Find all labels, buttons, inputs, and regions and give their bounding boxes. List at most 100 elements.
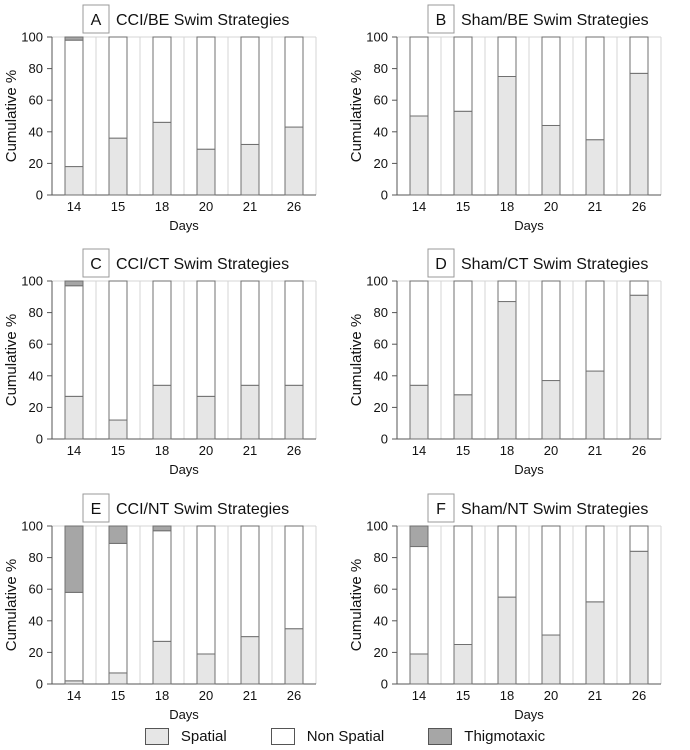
- panel-e-ytick-label-0: 0: [36, 677, 43, 692]
- panel-e-bar-14-non-spatial: [64, 591, 84, 682]
- panel-b: B Sham/BE Swim Strategies 0 20 40 60 80 100 14 15…: [348, 4, 662, 233]
- panel-d-ytick-label-40: 40: [374, 368, 388, 383]
- panel-f-bar-21-non-spatial: [585, 525, 605, 603]
- panel-c-ytick-label-20: 20: [29, 400, 43, 415]
- panel-a-ytick-label-80: 80: [29, 61, 43, 76]
- panel-d-y-label: Cumulative %: [348, 314, 365, 407]
- panel-b-ytick-label-100: 100: [366, 30, 388, 45]
- panel-c-ytick-label-80: 80: [29, 305, 43, 320]
- panel-c-bar-21-non-spatial: [240, 280, 260, 386]
- panel-d-xtick-label-26: 26: [632, 443, 646, 458]
- panel-f-ytick-label-80: 80: [374, 550, 388, 565]
- panel-a-ytick-label-20: 20: [29, 156, 43, 171]
- panel-e-xtick-label-26: 26: [287, 688, 301, 703]
- panel-b-bar-18-non-spatial: [497, 36, 517, 77]
- panel-d-bar-26-non-spatial: [629, 280, 649, 296]
- panel-e-xtick-label-14: 14: [67, 688, 81, 703]
- panel-e-xtick-label-18: 18: [155, 688, 169, 703]
- panel-b-ytick-label-80: 80: [374, 61, 388, 76]
- panel-a-ytick-label-60: 60: [29, 93, 43, 108]
- panel-a-bar-18-spatial: [152, 121, 172, 196]
- panel-a-xtick-label-14: 14: [67, 199, 81, 214]
- panel-e-xtick-label-15: 15: [111, 688, 125, 703]
- legend-label-thigmotaxic: Thigmotaxic: [464, 727, 546, 745]
- panel-c-xtick-label-26: 26: [287, 443, 301, 458]
- panel-a-xtick-label-21: 21: [243, 199, 257, 214]
- panel-b-title: Sham/BE Swim Strategies: [461, 12, 649, 29]
- legend-label-non-spatial: Non Spatial: [306, 727, 385, 745]
- panel-c-bar-14-spatial: [64, 395, 84, 440]
- panel-f-ytick-label-40: 40: [374, 613, 388, 628]
- legend-swatch-thigmotaxic: [428, 727, 453, 745]
- panel-c-bar-15-spatial: [108, 419, 128, 440]
- panel-a-xtick-label-26: 26: [287, 199, 301, 214]
- panel-d-ytick-label-20: 20: [374, 400, 388, 415]
- panel-d-xtick-label-18: 18: [500, 443, 514, 458]
- panel-c-bar-14-non-spatial: [64, 285, 84, 397]
- panel-f-ytick-label-0: 0: [381, 677, 388, 692]
- panel-a-title: CCI/BE Swim Strategies: [116, 12, 289, 29]
- panel-e-ytick-label-40: 40: [29, 613, 43, 628]
- panel-a-bar-14-spatial: [64, 166, 84, 196]
- panel-c-ytick-label-0: 0: [36, 432, 43, 447]
- panel-b-bar-26-non-spatial: [629, 36, 649, 74]
- panel-d-bar-26-spatial: [629, 294, 649, 440]
- legend-item-non-spatial: Non Spatial: [270, 727, 385, 745]
- panel-e-bar-18-non-spatial: [152, 530, 172, 642]
- panel-f-ytick-label-60: 60: [374, 582, 388, 597]
- panel-a-xtick-label-20: 20: [199, 199, 213, 214]
- panel-b-xtick-label-14: 14: [412, 199, 426, 214]
- legend-swatch-non-spatial: [270, 727, 295, 745]
- panel-d-ytick-label-60: 60: [374, 337, 388, 352]
- panel-e-bar-21-non-spatial: [240, 525, 260, 638]
- panel-f-y-label: Cumulative %: [348, 559, 365, 652]
- panel-a-bar-20-spatial: [196, 148, 216, 196]
- panel-a-bar-20-non-spatial: [196, 36, 216, 150]
- panel-f-letter: F: [436, 501, 446, 518]
- panel-e-bar-26-spatial: [284, 628, 304, 685]
- panel-d-bar-20-non-spatial: [541, 280, 561, 382]
- panel-e-bar-14-thigmotaxic: [64, 525, 84, 593]
- panel-a-bar-21-non-spatial: [240, 36, 260, 145]
- panel-b-xtick-label-15: 15: [456, 199, 470, 214]
- panel-c-ytick-label-40: 40: [29, 368, 43, 383]
- panel-a-bar-26-spatial: [284, 126, 304, 196]
- panel-d-letter: D: [435, 256, 447, 273]
- panel-d-bar-18-spatial: [497, 301, 517, 440]
- panel-c-xtick-label-20: 20: [199, 443, 213, 458]
- panel-f-bar-18-non-spatial: [497, 525, 517, 598]
- panel-a-bar-18-non-spatial: [152, 36, 172, 123]
- panel-f-bar-14-non-spatial: [409, 546, 429, 655]
- panel-a-bar-15-spatial: [108, 137, 128, 196]
- panel-b-y-label: Cumulative %: [348, 70, 365, 163]
- panel-c-x-label: Days: [169, 462, 199, 477]
- panel-e-bar-15-thigmotaxic: [108, 525, 128, 544]
- panel-d-letter-box: [427, 248, 455, 278]
- panel-c-xtick-label-18: 18: [155, 443, 169, 458]
- panel-a-bar-14-thigmotaxic: [64, 36, 84, 41]
- panel-f-xtick-label-21: 21: [588, 688, 602, 703]
- panel-f-xtick-label-26: 26: [632, 688, 646, 703]
- panel-d-bar-15-spatial: [453, 394, 473, 440]
- panel-b-bar-21-spatial: [585, 139, 605, 196]
- panel-e-title: CCI/NT Swim Strategies: [116, 501, 289, 518]
- panel-a-letter: A: [91, 12, 102, 29]
- panel-a: A CCI/BE Swim Strategies 0 20 40 60 80 100 14 15 1…: [3, 4, 317, 233]
- panel-f-bar-18-spatial: [497, 596, 517, 685]
- panel-e-bar-15-non-spatial: [108, 542, 128, 674]
- legend-item-spatial: Spatial: [144, 727, 227, 745]
- panel-f-bar-15-spatial: [453, 644, 473, 685]
- panel-c-y-label: Cumulative %: [3, 314, 20, 407]
- panel-e-xtick-label-20: 20: [199, 688, 213, 703]
- panel-c-ytick-label-60: 60: [29, 337, 43, 352]
- panel-f: F Sham/NT Swim Strategies 0 20 40 60 80 100 14 15…: [348, 493, 662, 722]
- panel-c-bar-15-non-spatial: [108, 280, 128, 421]
- legend-label-spatial: Spatial: [180, 727, 227, 745]
- panel-c-bar-18-non-spatial: [152, 280, 172, 386]
- legend-swatch-spatial: [144, 727, 169, 745]
- panel-b-bar-20-non-spatial: [541, 36, 561, 126]
- panel-c-xtick-label-21: 21: [243, 443, 257, 458]
- panel-c-bar-20-spatial: [196, 395, 216, 440]
- panel-c-bar-26-spatial: [284, 384, 304, 440]
- panel-a-letter-box: [82, 4, 110, 34]
